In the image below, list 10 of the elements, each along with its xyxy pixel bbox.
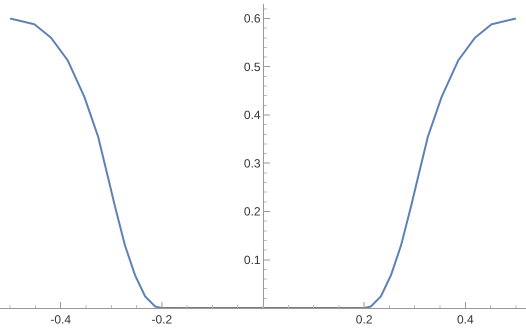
x-tick-label: 0.4 xyxy=(456,312,474,326)
y-tick-label: 0.1 xyxy=(244,252,261,267)
x-tick-label: -0.2 xyxy=(152,312,173,326)
y-tick-label: 0.3 xyxy=(244,156,261,170)
y-tick-label: 0.2 xyxy=(244,204,261,219)
y-tick-label: 0.6 xyxy=(244,12,261,26)
y-tick-label: 0.5 xyxy=(244,60,261,74)
y-tick-label: 0.4 xyxy=(244,108,261,122)
x-tick-label: 0.2 xyxy=(356,312,373,326)
x-tick-label: -0.4 xyxy=(50,312,72,326)
